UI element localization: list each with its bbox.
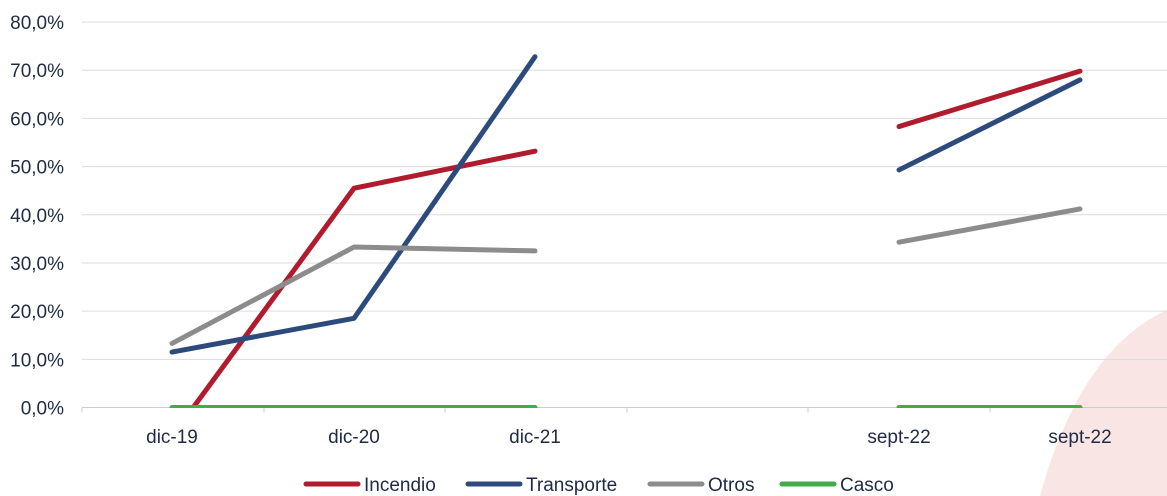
gridlines: [82, 21, 1167, 408]
y-tick-label: 80,0%: [10, 13, 64, 34]
series-line-transporte: [169, 54, 538, 355]
y-tick-label: 0,0%: [21, 399, 64, 420]
x-tick-label: sept-22: [1048, 427, 1111, 448]
legend: Incendio Transporte Otros Casco: [303, 475, 894, 496]
y-tick-label: 10,0%: [10, 350, 64, 371]
x-tick-label: dic-21: [509, 427, 561, 448]
legend-label: Casco: [840, 475, 894, 496]
x-tick-label: sept-22: [867, 427, 930, 448]
series-line-otros: [169, 244, 538, 346]
y-axis: 0,0% 10,0% 20,0% 30,0% 40,0% 50,0% 60,0% 70,0% 8…: [10, 13, 64, 420]
y-tick-label: 30,0%: [10, 254, 64, 275]
legend-label: Incendio: [364, 475, 436, 496]
series-line-otros: [896, 206, 1083, 245]
x-tick-label: dic-20: [328, 427, 380, 448]
background-decoration: [1040, 310, 1167, 496]
series-lines: [169, 54, 1083, 408]
series-line-incendio: [896, 68, 1083, 130]
y-tick-label: 20,0%: [10, 302, 64, 323]
y-tick-label: 60,0%: [10, 109, 64, 130]
series-line-transporte: [896, 77, 1083, 173]
x-tick-label: dic-19: [146, 427, 198, 448]
legend-label: Otros: [708, 475, 754, 496]
x-axis: dic-19 dic-20 dic-21 sept-22 sept-22: [81, 407, 1112, 448]
y-tick-label: 70,0%: [10, 61, 64, 82]
series-line-incendio: [189, 148, 538, 408]
y-tick-label: 50,0%: [10, 158, 64, 179]
legend-label: Transporte: [526, 475, 617, 496]
y-tick-label: 40,0%: [10, 206, 64, 227]
